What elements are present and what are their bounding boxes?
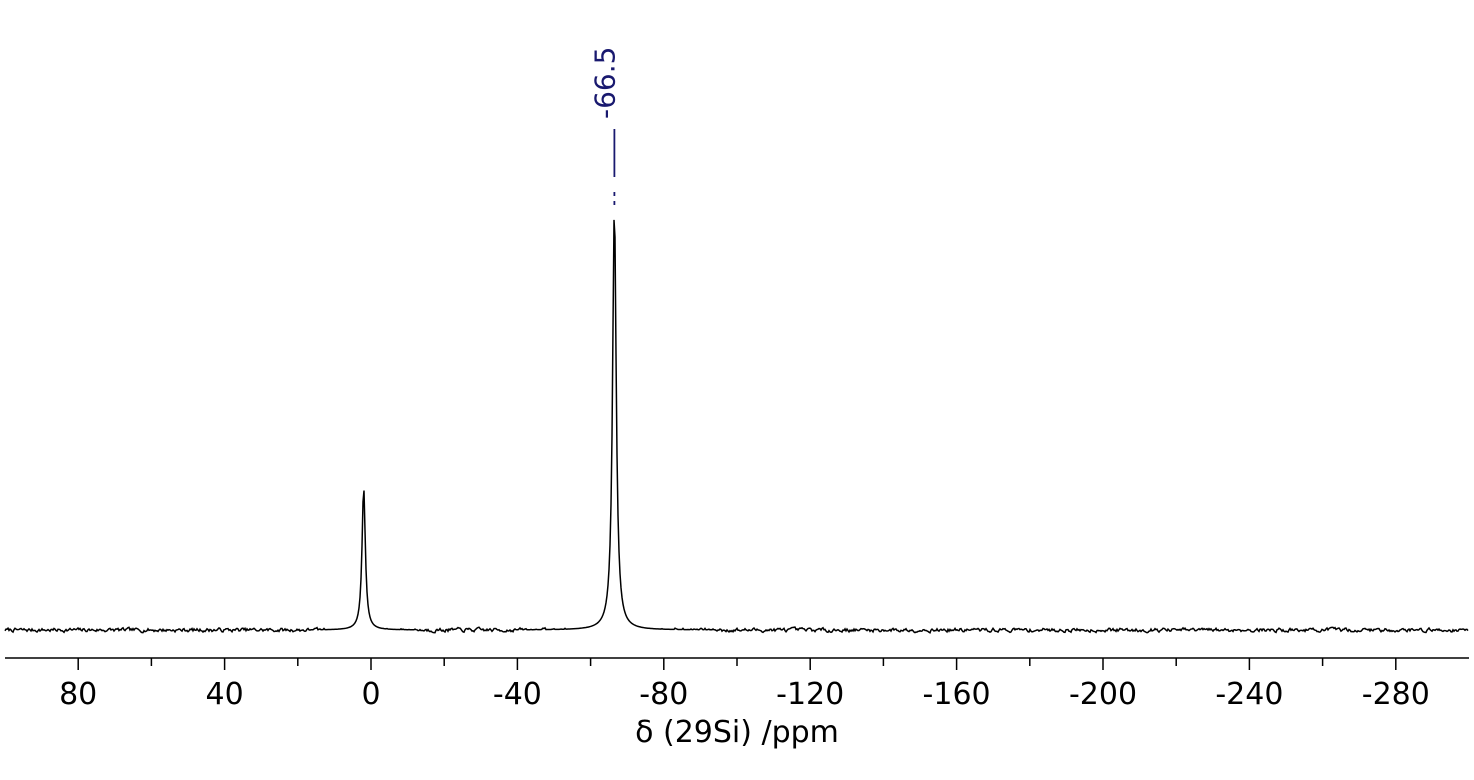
x-tick-label: -80 <box>639 677 688 712</box>
x-tick-label: -160 <box>923 677 991 712</box>
x-tick-label: 80 <box>59 677 97 712</box>
x-tick-label: -120 <box>776 677 844 712</box>
x-tick-label: -240 <box>1215 677 1283 712</box>
x-tick-label: 0 <box>361 677 380 712</box>
x-tick-label: -200 <box>1069 677 1137 712</box>
x-tick-label: -40 <box>493 677 542 712</box>
x-tick-label: -280 <box>1362 677 1430 712</box>
x-tick-label: 40 <box>206 677 244 712</box>
peak-label: -66.5 <box>588 47 621 119</box>
chart-svg: 80 40 0 -40 -80 -120 -160 -200 -240 -280 δ (29Si) … <box>0 0 1474 780</box>
spectrum-trace <box>5 220 1468 633</box>
x-axis-label: δ (29Si) /ppm <box>635 715 839 750</box>
nmr-spectrum-chart: 80 40 0 -40 -80 -120 -160 -200 -240 -280 δ (29Si) … <box>0 0 1474 780</box>
